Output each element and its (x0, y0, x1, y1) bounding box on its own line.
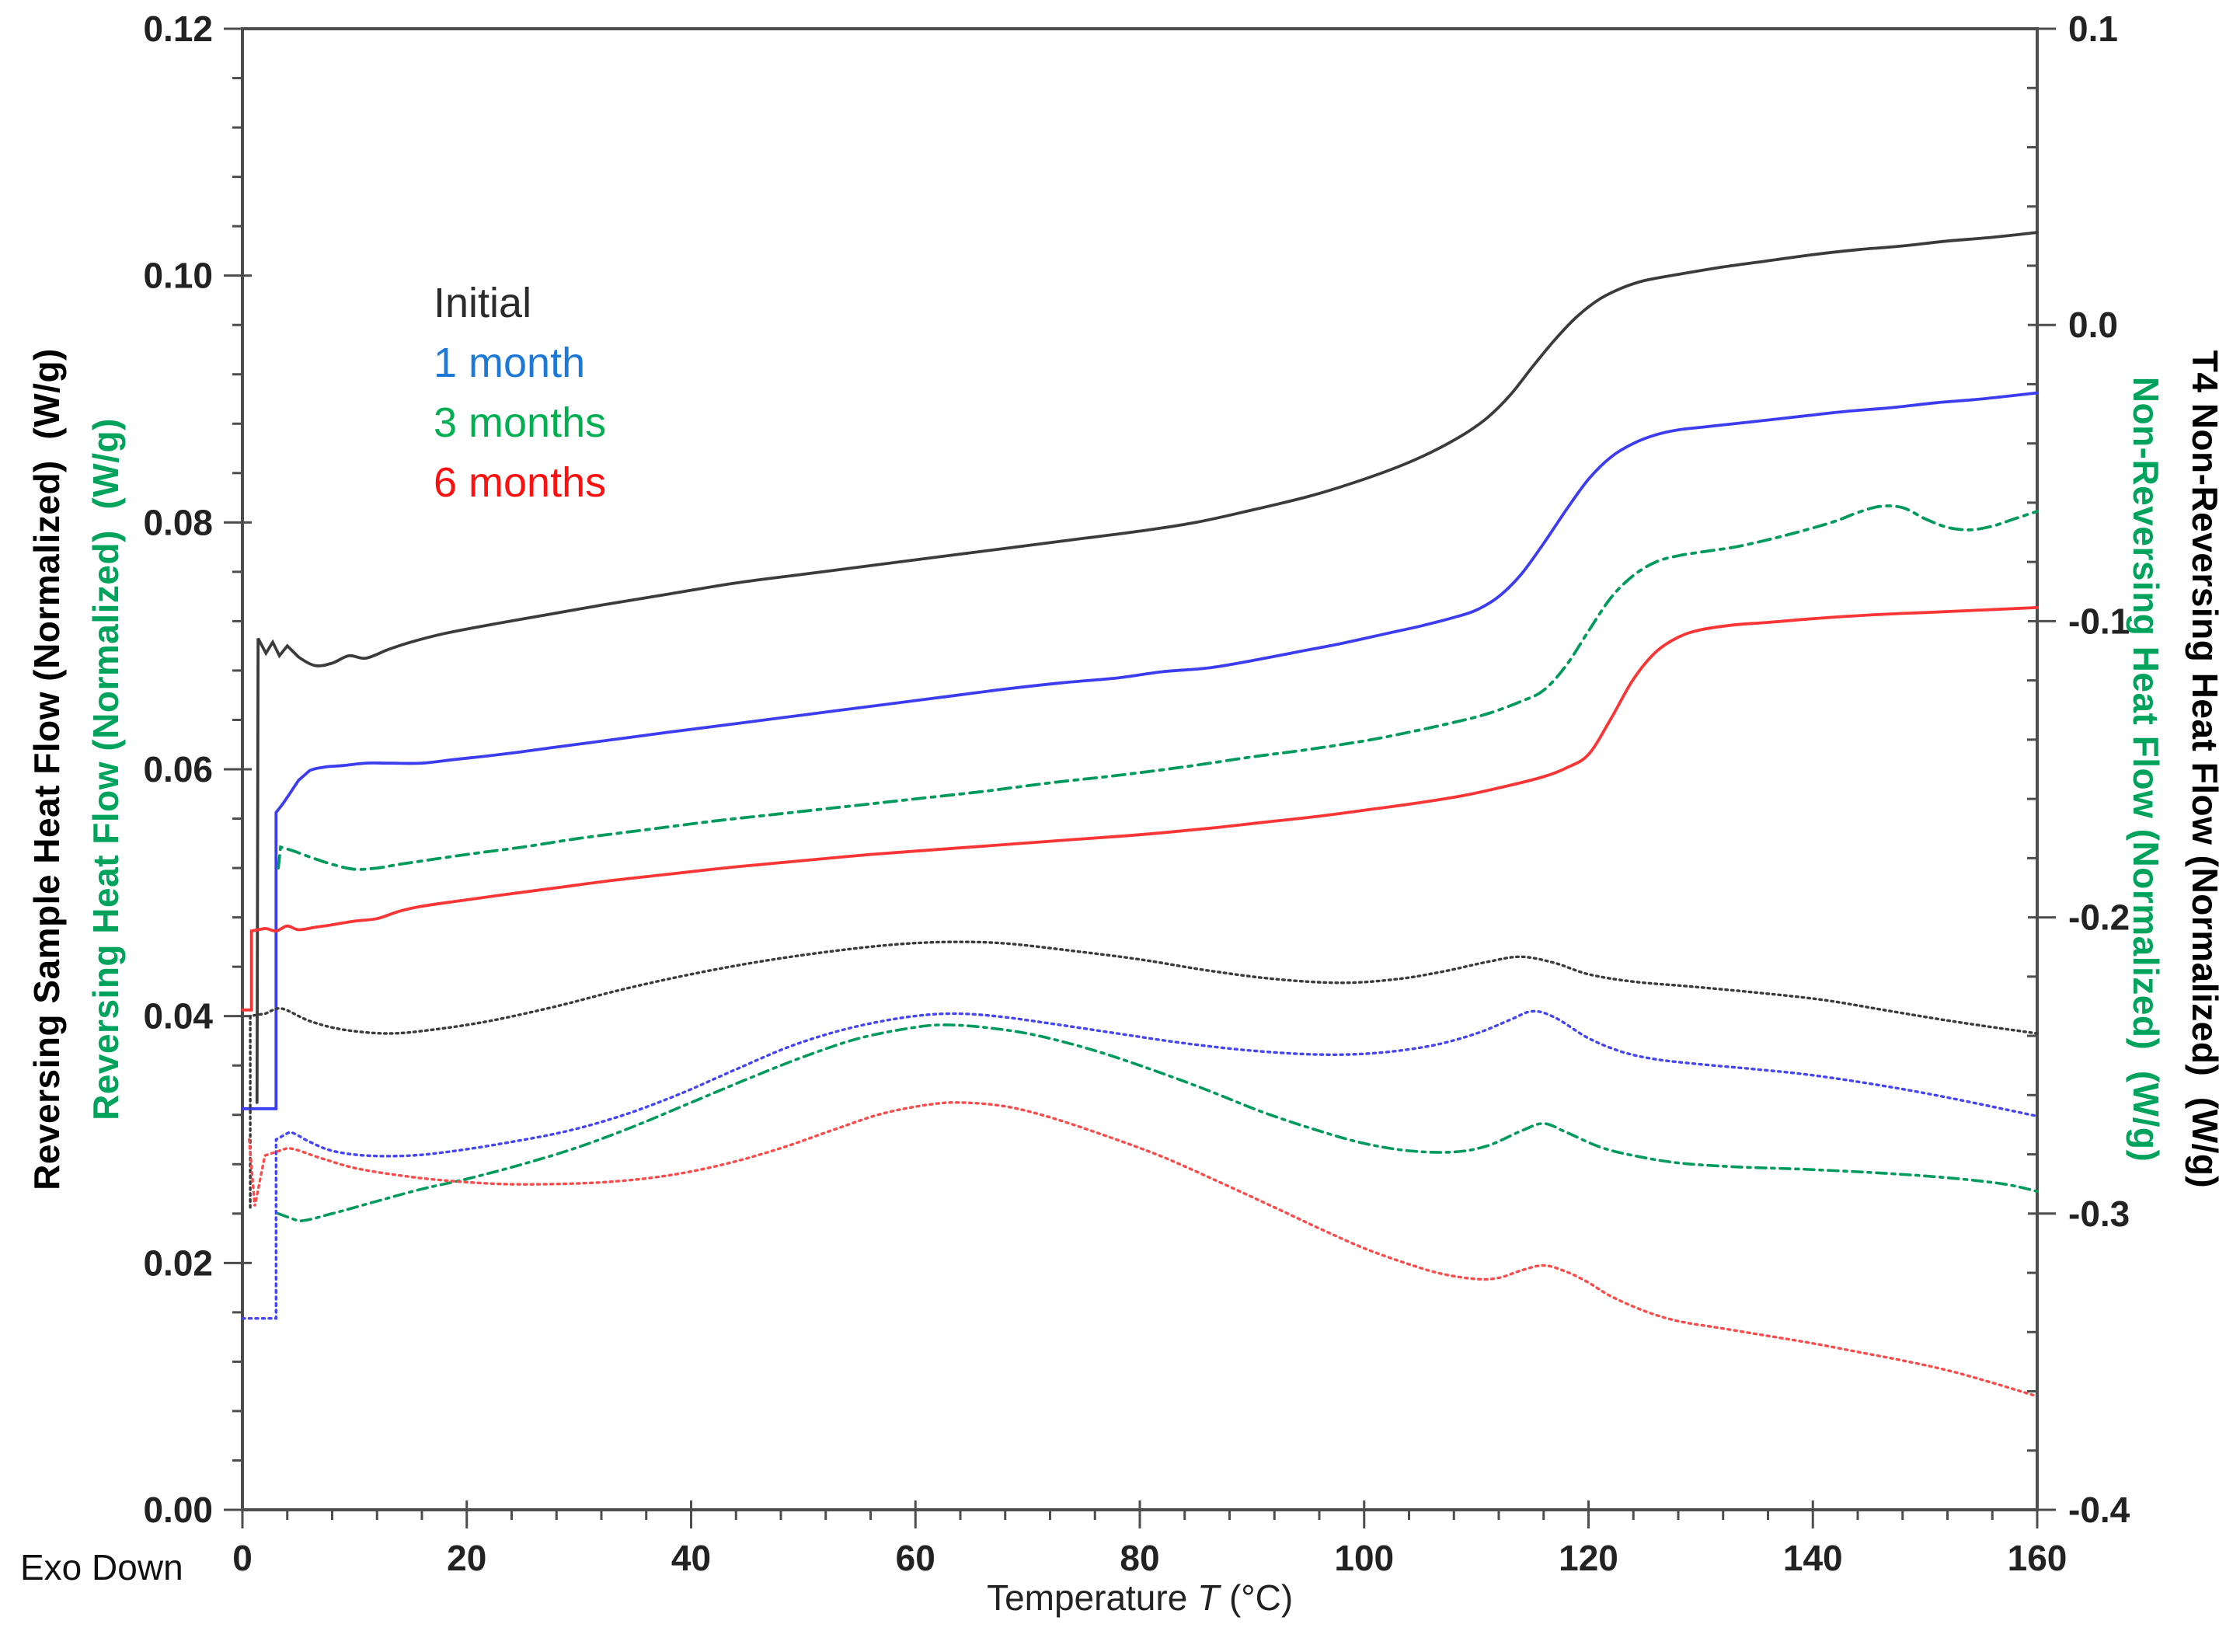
left-axis-title-black: Reversing Sample Heat Flow (Normalized) … (26, 348, 67, 1190)
left-tick-label: 0.10 (143, 256, 213, 296)
left-tick-label: 0.00 (143, 1490, 213, 1530)
curve-3-months-non-reversing (277, 1023, 2039, 1223)
x-axis-title-symbol: T (1197, 1577, 1220, 1618)
x-axis-title: Temperature T (°C) (948, 1535, 1293, 1652)
x-tick-label: 0 (232, 1538, 253, 1578)
x-tick-label: 20 (447, 1538, 486, 1578)
x-tick-label: 120 (1559, 1538, 1618, 1578)
right-tick-label: -0.1 (2068, 601, 2130, 641)
x-tick-label: 100 (1334, 1538, 1394, 1578)
left-tick-label: 0.08 (143, 502, 213, 542)
curve-6-months-non-reversing (248, 1101, 2039, 1398)
right-tick-label: -0.3 (2068, 1194, 2130, 1234)
legend-item-1-month: 1 month (434, 340, 586, 386)
right-axis-title-black: T4 Non-Reversing Heat Flow (Normalized) … (2185, 350, 2225, 1189)
right-tick-label: -0.4 (2068, 1490, 2130, 1530)
right-axis-title-green: Non-Reversing Heat Flow (Normalized) (W/… (2126, 376, 2166, 1162)
curve-initial-non-reversing (249, 940, 2039, 1209)
x-tick-label: 60 (896, 1538, 935, 1578)
curve-1-month-non-reversing (241, 1009, 2039, 1320)
left-tick-label: 0.06 (143, 749, 213, 789)
left-tick-label: 0.12 (143, 9, 213, 49)
curve-initial-reversing (255, 231, 2039, 1104)
right-tick-label: -0.2 (2068, 897, 2130, 938)
legend-item-6-months: 6 months (434, 459, 607, 506)
exo-down-annotation: Exo Down (20, 1547, 183, 1588)
right-tick-label: 0.0 (2068, 305, 2118, 345)
legend-item-3-months: 3 months (434, 399, 607, 446)
legend: Initial 1 month 3 months 6 months (434, 274, 606, 513)
plot-frame (241, 27, 2039, 1511)
curve-1-month-reversing (241, 391, 2039, 1110)
right-tick-label: 0.1 (2068, 9, 2118, 49)
x-axis-title-prefix: Temperature (987, 1577, 1198, 1618)
legend-item-initial: Initial (434, 280, 532, 326)
x-tick-label: 140 (1783, 1538, 1843, 1578)
curve-3-months-reversing (277, 504, 2039, 871)
left-tick-label: 0.04 (143, 996, 213, 1037)
x-tick-label: 160 (2008, 1538, 2068, 1578)
left-axis-title-green: Reversing Heat Flow (Normalized) (W/g) (85, 418, 126, 1121)
x-tick-label: 40 (671, 1538, 711, 1578)
x-axis-title-suffix: (°C) (1219, 1577, 1294, 1618)
left-tick-label: 0.02 (143, 1242, 213, 1283)
curve-6-months-reversing (241, 606, 2039, 1012)
x-tick-label: 80 (1120, 1538, 1159, 1578)
